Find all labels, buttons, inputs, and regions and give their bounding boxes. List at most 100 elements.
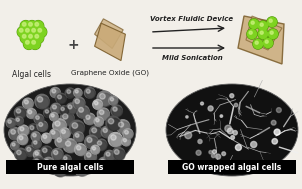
Circle shape <box>60 112 74 125</box>
Circle shape <box>57 138 62 142</box>
Circle shape <box>22 22 26 26</box>
Circle shape <box>231 136 234 139</box>
Circle shape <box>185 132 192 139</box>
Circle shape <box>14 107 26 118</box>
Circle shape <box>30 39 40 49</box>
Circle shape <box>100 159 105 164</box>
Circle shape <box>39 122 43 126</box>
Circle shape <box>20 127 24 131</box>
Circle shape <box>103 128 107 132</box>
Circle shape <box>19 136 28 145</box>
Circle shape <box>186 116 188 118</box>
Circle shape <box>96 119 99 122</box>
Circle shape <box>108 118 120 131</box>
Circle shape <box>227 128 233 134</box>
Circle shape <box>76 163 89 176</box>
Circle shape <box>99 110 104 115</box>
Circle shape <box>222 152 226 156</box>
Circle shape <box>106 152 110 156</box>
Circle shape <box>6 118 15 128</box>
Text: Pure algal cells: Pure algal cells <box>37 163 103 171</box>
Circle shape <box>234 103 238 107</box>
Circle shape <box>114 149 125 161</box>
Circle shape <box>230 94 234 98</box>
Circle shape <box>249 19 259 29</box>
Circle shape <box>16 150 27 161</box>
Circle shape <box>258 21 268 31</box>
Circle shape <box>86 137 98 149</box>
Circle shape <box>34 150 43 159</box>
Circle shape <box>209 150 212 154</box>
Circle shape <box>116 120 130 133</box>
Circle shape <box>79 107 83 112</box>
Circle shape <box>54 165 67 177</box>
Text: Vortex Fluidic Device: Vortex Fluidic Device <box>150 16 233 22</box>
Circle shape <box>62 155 71 164</box>
Circle shape <box>63 139 77 152</box>
Circle shape <box>27 21 37 31</box>
Circle shape <box>75 99 79 104</box>
Circle shape <box>53 150 63 160</box>
Circle shape <box>26 147 36 157</box>
Circle shape <box>54 121 66 133</box>
Circle shape <box>19 136 23 140</box>
Circle shape <box>123 138 130 146</box>
Circle shape <box>52 105 61 114</box>
Circle shape <box>50 112 58 121</box>
Circle shape <box>86 89 90 93</box>
Circle shape <box>12 143 19 150</box>
Circle shape <box>32 157 45 170</box>
Circle shape <box>9 127 21 140</box>
Circle shape <box>24 27 34 37</box>
Circle shape <box>56 93 66 104</box>
Circle shape <box>61 107 64 111</box>
Circle shape <box>85 135 98 148</box>
Circle shape <box>26 40 29 44</box>
Circle shape <box>97 141 107 151</box>
Circle shape <box>260 23 263 26</box>
Circle shape <box>109 96 117 105</box>
Circle shape <box>118 122 130 134</box>
Circle shape <box>74 161 89 176</box>
Circle shape <box>87 153 91 157</box>
Circle shape <box>85 151 96 163</box>
Circle shape <box>50 88 60 98</box>
Circle shape <box>21 33 31 43</box>
Circle shape <box>15 117 23 125</box>
Circle shape <box>233 131 237 135</box>
Circle shape <box>41 133 51 143</box>
Circle shape <box>38 122 48 132</box>
Circle shape <box>268 29 278 39</box>
Circle shape <box>59 106 68 115</box>
Circle shape <box>62 130 66 134</box>
Circle shape <box>34 159 39 164</box>
Circle shape <box>274 129 280 135</box>
Circle shape <box>53 119 66 132</box>
Circle shape <box>27 147 31 151</box>
Circle shape <box>125 130 128 134</box>
Circle shape <box>52 148 63 160</box>
Circle shape <box>51 103 61 114</box>
Circle shape <box>34 21 43 31</box>
Circle shape <box>37 96 50 109</box>
Circle shape <box>66 90 75 98</box>
FancyBboxPatch shape <box>168 160 296 174</box>
Circle shape <box>94 101 103 110</box>
Circle shape <box>75 134 79 137</box>
Circle shape <box>52 89 56 93</box>
Circle shape <box>267 17 277 27</box>
Circle shape <box>34 141 37 144</box>
Circle shape <box>29 125 39 135</box>
Circle shape <box>208 106 213 111</box>
Circle shape <box>21 21 31 31</box>
Circle shape <box>45 110 53 118</box>
Circle shape <box>98 157 111 170</box>
Circle shape <box>91 162 100 171</box>
Circle shape <box>225 125 231 132</box>
Circle shape <box>27 33 37 43</box>
Circle shape <box>201 102 204 105</box>
Circle shape <box>56 138 67 148</box>
Circle shape <box>118 122 124 127</box>
Circle shape <box>17 27 28 37</box>
Circle shape <box>24 27 34 37</box>
